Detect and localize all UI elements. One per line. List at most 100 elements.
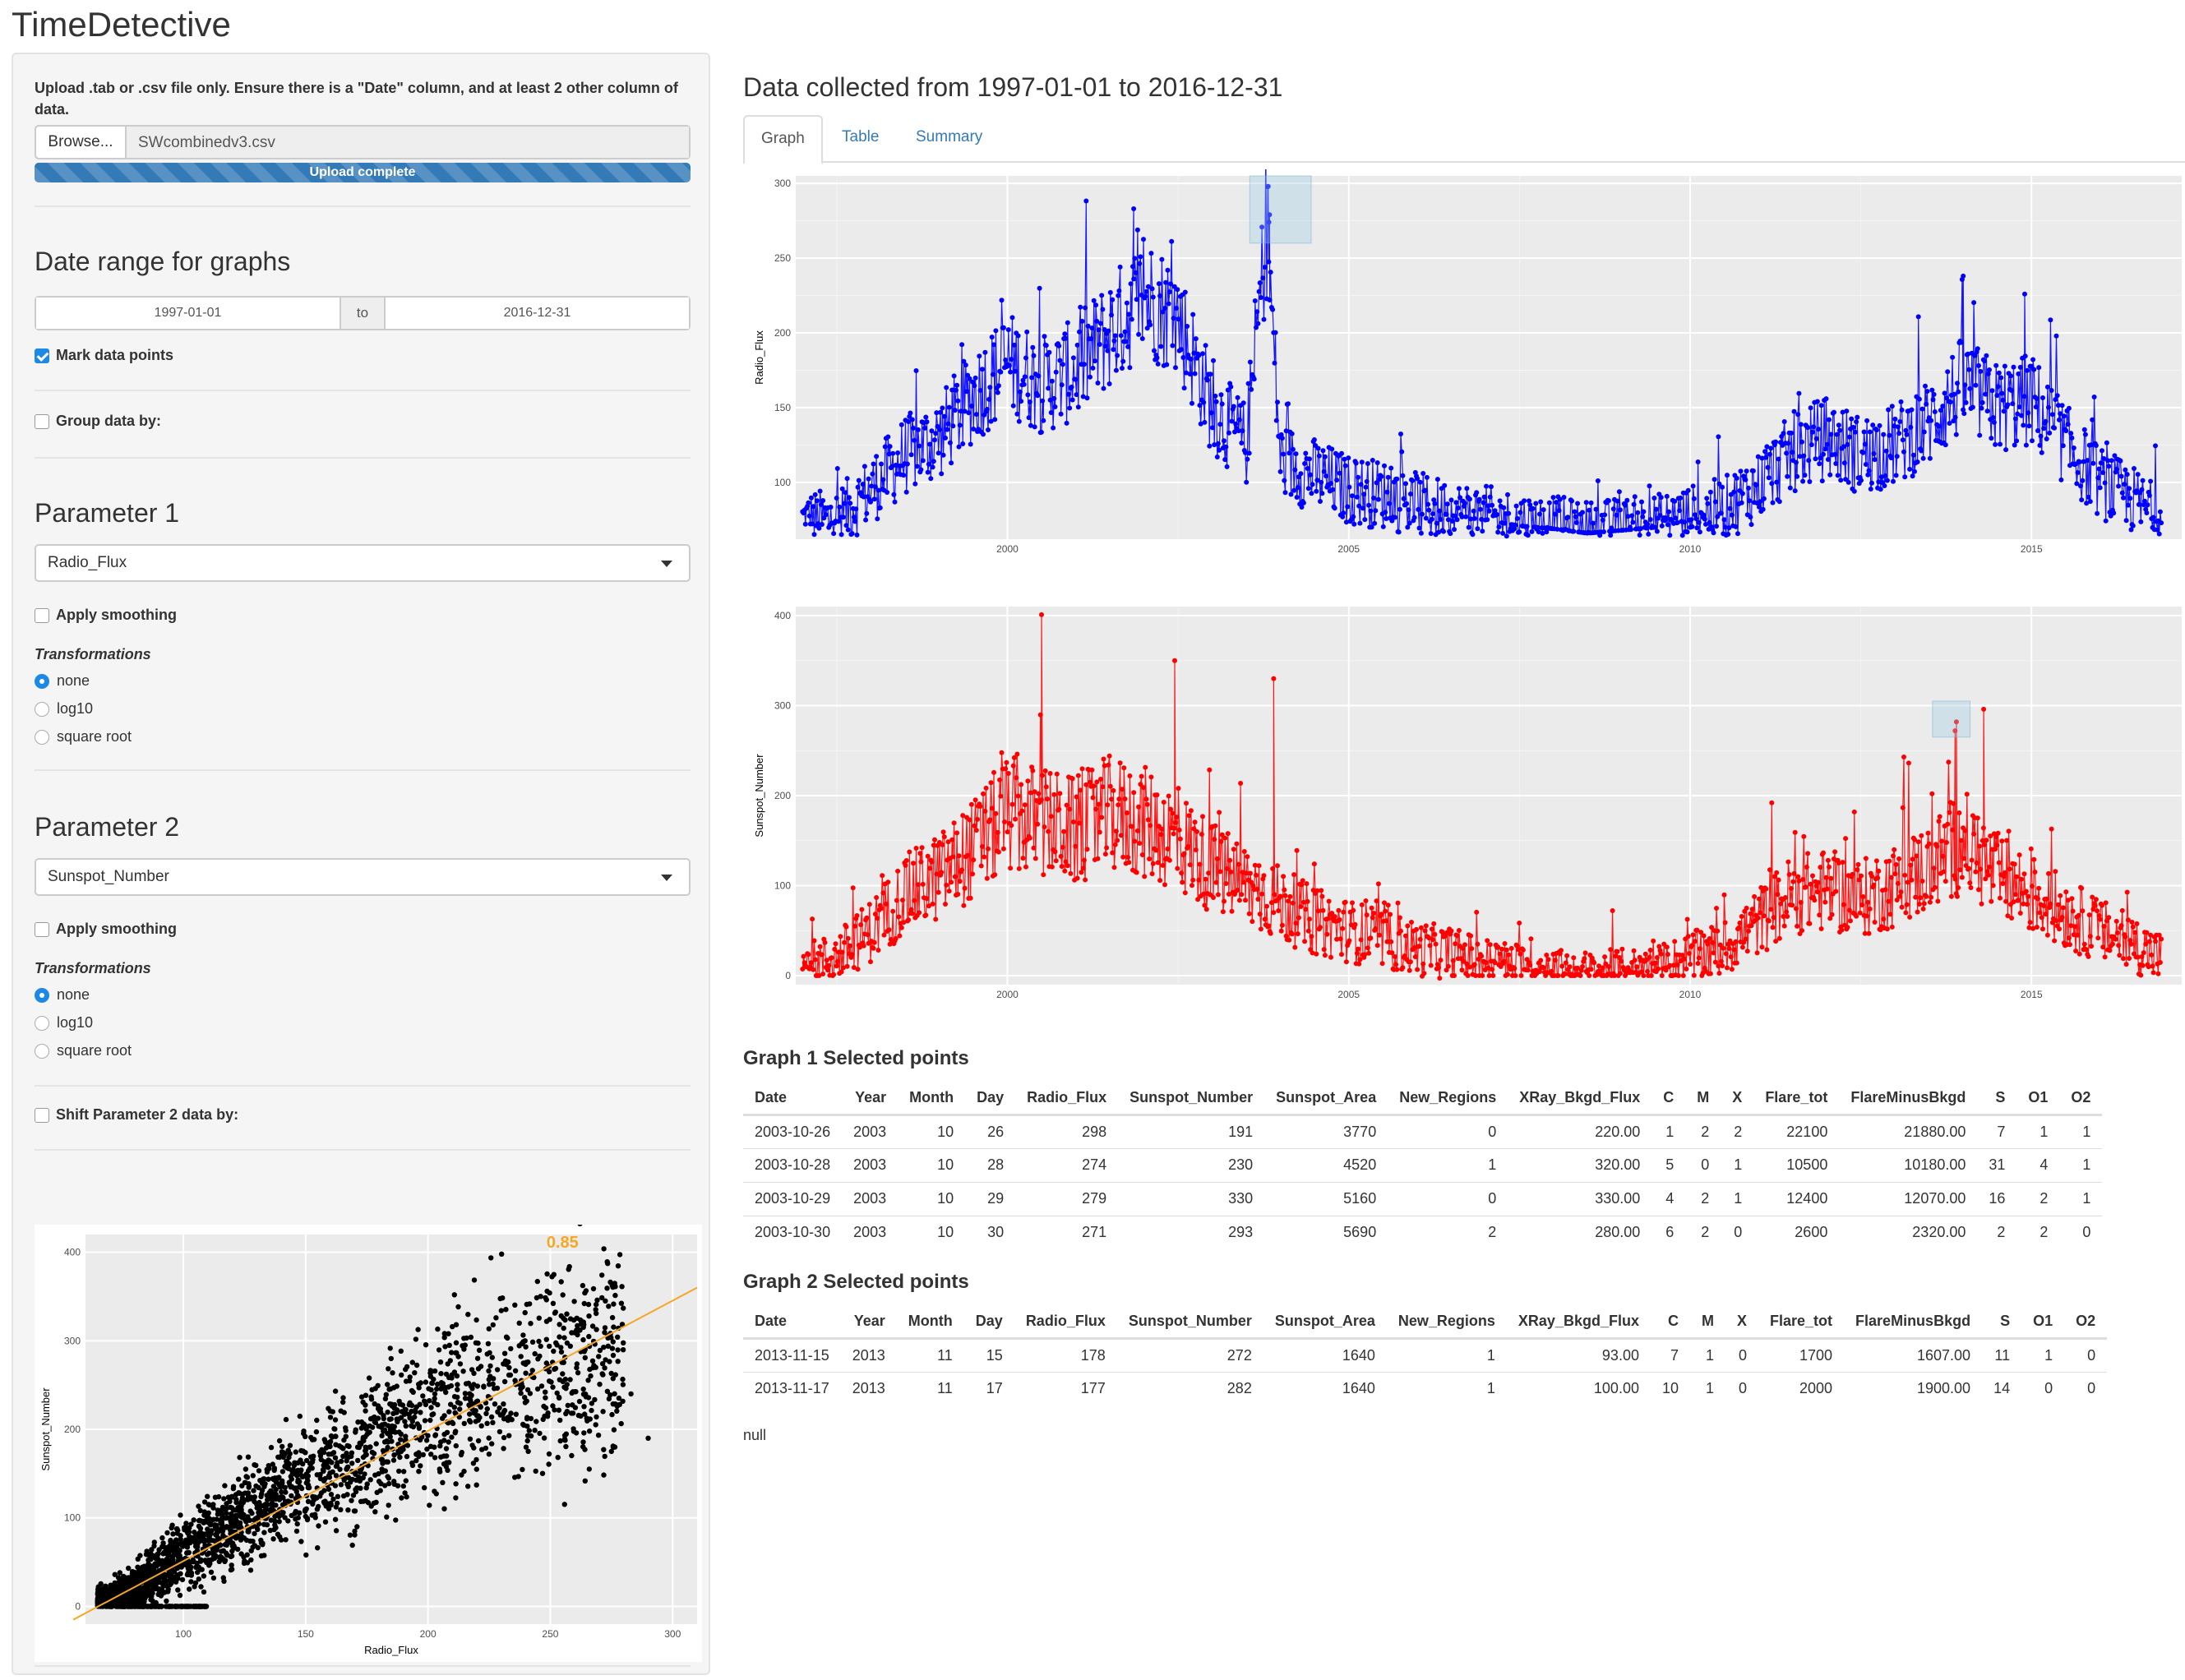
data-point [1113, 828, 1119, 834]
data-point [1334, 936, 1340, 942]
param2-radio-sqrt[interactable]: square root [35, 1042, 132, 1059]
data-point [117, 1570, 122, 1576]
file-upload[interactable]: Browse... SWcombinedv3.csv [35, 125, 691, 159]
data-point [2106, 464, 2112, 469]
selection-box [1249, 175, 1312, 244]
data-point [1026, 415, 1032, 421]
data-point [849, 952, 855, 958]
param2-radio-none[interactable]: none [35, 986, 90, 1004]
param2-select[interactable]: Sunspot_Number [35, 858, 691, 896]
tab-summary[interactable]: Summary [916, 128, 983, 145]
radio-icon[interactable] [35, 701, 49, 717]
mark-points-checkbox[interactable]: Mark data points [35, 347, 173, 364]
data-point [479, 1447, 485, 1452]
browse-button[interactable]: Browse... [36, 127, 127, 158]
data-point [243, 1466, 249, 1472]
data-point [927, 865, 933, 871]
data-point [834, 963, 839, 969]
data-point [1352, 921, 1358, 927]
radio-icon[interactable] [35, 1015, 49, 1031]
data-point [558, 1279, 564, 1285]
data-point [563, 1431, 569, 1437]
tab-graph[interactable]: Graph [743, 115, 823, 164]
data-point [1059, 382, 1065, 388]
checkbox-icon[interactable] [35, 607, 49, 623]
param2-selected-value: Sunspot_Number [48, 868, 169, 885]
data-point [536, 1338, 542, 1345]
data-point [1171, 831, 1176, 837]
radio-icon[interactable] [35, 729, 49, 745]
param1-radio-sqrt[interactable]: square root [35, 728, 132, 745]
data-point [1027, 835, 1032, 841]
radio-icon[interactable] [35, 1043, 49, 1059]
checkbox-icon[interactable] [35, 1107, 49, 1123]
data-point [272, 1522, 278, 1528]
checkbox-icon[interactable] [35, 921, 49, 937]
checkbox-checked-icon[interactable] [35, 348, 49, 363]
data-point [1074, 342, 1080, 348]
data-point [620, 1398, 626, 1404]
data-point [1362, 952, 1368, 958]
data-point [444, 1429, 450, 1435]
data-point [818, 502, 824, 507]
data-point [250, 1473, 256, 1479]
data-point [871, 496, 877, 502]
data-point [1019, 399, 1024, 404]
data-point [881, 932, 887, 938]
data-point [995, 390, 1000, 395]
data-point [1013, 816, 1018, 822]
param2-smoothing-checkbox[interactable]: Apply smoothing [35, 921, 177, 938]
param2-radio-log10[interactable]: log10 [35, 1014, 93, 1032]
data-point [2015, 411, 2021, 417]
data-point [586, 1428, 593, 1434]
checkbox-icon[interactable] [35, 413, 49, 429]
data-point [385, 1382, 390, 1387]
data-point [2053, 333, 2059, 339]
data-point [332, 1516, 339, 1522]
radio-selected-icon[interactable] [35, 673, 49, 689]
data-point [490, 1322, 496, 1328]
param1-smoothing-checkbox[interactable]: Apply smoothing [35, 607, 177, 624]
data-point [195, 1569, 201, 1576]
data-point [811, 967, 816, 972]
data-point [571, 1330, 577, 1336]
data-point [544, 1271, 550, 1277]
data-point [547, 1343, 552, 1350]
data-point [1466, 524, 1471, 530]
data-point [1187, 372, 1193, 377]
data-point [239, 1498, 245, 1504]
data-point [1042, 334, 1047, 339]
group-data-checkbox[interactable]: Group data by: [35, 413, 161, 430]
param1-select[interactable]: Radio_Flux [35, 544, 691, 582]
param1-selected-value: Radio_Flux [48, 554, 127, 571]
data-point [940, 829, 946, 835]
data-point [2028, 363, 2034, 369]
data-point [609, 1411, 615, 1418]
data-point [2040, 395, 2045, 400]
data-point [523, 1444, 529, 1450]
data-point [314, 1417, 320, 1424]
data-point [1976, 362, 1981, 368]
data-point [1765, 464, 1771, 470]
data-point [1019, 808, 1025, 814]
data-point [328, 1492, 335, 1498]
data-point [1227, 857, 1233, 863]
radio-label: none [57, 986, 90, 1003]
date-start-input[interactable] [36, 298, 340, 329]
data-point [582, 1355, 588, 1361]
radio-selected-icon[interactable] [35, 987, 49, 1003]
param1-radio-log10[interactable]: log10 [35, 700, 93, 718]
data-point [1759, 455, 1765, 461]
date-end-input[interactable] [386, 298, 689, 329]
data-point [1207, 443, 1213, 449]
data-point [344, 1458, 349, 1464]
shift-param2-checkbox[interactable]: Shift Parameter 2 data by: [35, 1106, 238, 1124]
data-point [1365, 461, 1370, 466]
param1-radio-none[interactable]: none [35, 672, 90, 690]
data-point [1748, 522, 1754, 528]
tab-table[interactable]: Table [842, 128, 880, 145]
data-point [201, 1573, 207, 1579]
